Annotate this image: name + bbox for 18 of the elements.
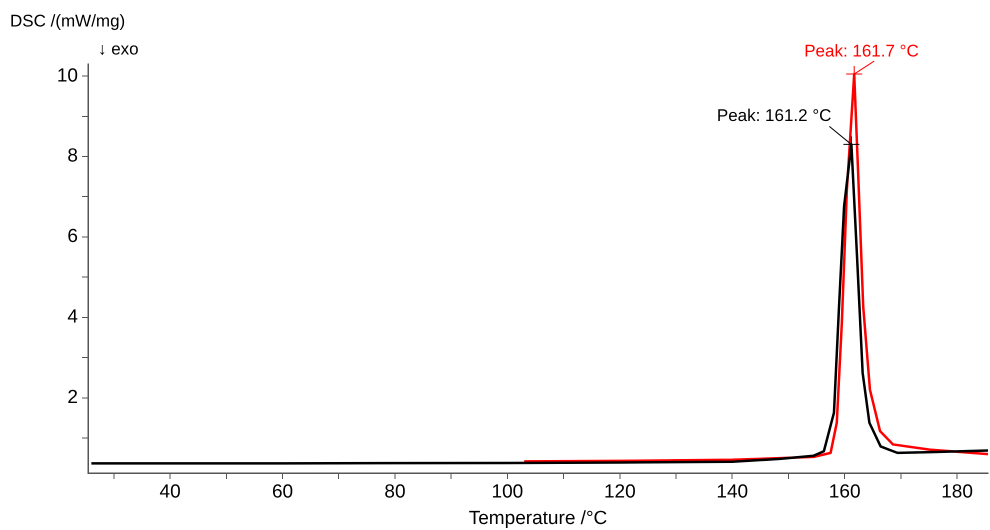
- x-axis-title: Temperature /°C: [468, 508, 608, 529]
- annotation: Peak: 161.2 °C: [716, 106, 832, 126]
- y-tick-label: 2: [67, 387, 78, 408]
- text: ↓ exo: [98, 40, 139, 59]
- x-tick-label: 80: [384, 482, 406, 503]
- y-tick-label: 4: [67, 306, 78, 328]
- x-tick-label: 120: [604, 482, 636, 503]
- x-tick-label: 140: [716, 482, 748, 503]
- x-tick-label: 40: [160, 482, 181, 503]
- x-tick-label: 160: [828, 482, 861, 503]
- x-tick-label: 100: [492, 482, 524, 503]
- y-tick-label: 8: [67, 146, 78, 167]
- y-tick-label: 10: [56, 65, 78, 86]
- y-tick-label: 6: [67, 226, 78, 248]
- x-tick-label: 180: [941, 482, 973, 503]
- x-tick-label: 60: [272, 482, 294, 503]
- annotation: Peak: 161.7 °C: [804, 42, 919, 61]
- y-axis-title: DSC /(mW/mg): [10, 12, 126, 31]
